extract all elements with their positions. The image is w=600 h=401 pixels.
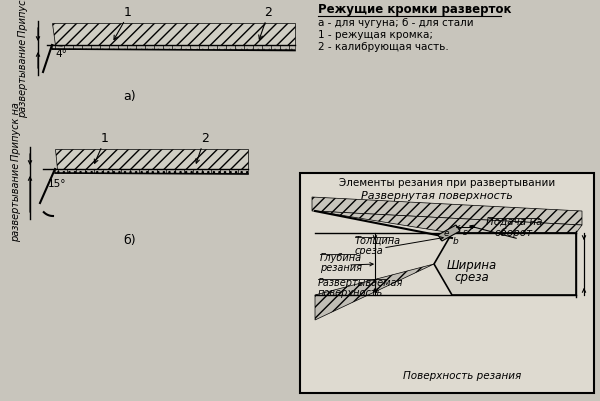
Text: оборот: оборот bbox=[495, 228, 533, 238]
Text: Толщина: Толщина bbox=[355, 236, 401, 246]
Text: s: s bbox=[463, 228, 467, 237]
Text: Припуск на: Припуск на bbox=[11, 102, 21, 161]
Text: среза: среза bbox=[355, 246, 384, 256]
Text: Ширина: Ширина bbox=[447, 259, 497, 272]
Polygon shape bbox=[315, 211, 582, 233]
Text: Подача на: Подача на bbox=[486, 217, 542, 227]
Polygon shape bbox=[55, 149, 248, 169]
Polygon shape bbox=[438, 225, 460, 241]
Bar bbox=[300, 173, 594, 393]
Text: 2: 2 bbox=[264, 6, 272, 19]
Text: Развернутая поверхность: Развернутая поверхность bbox=[361, 191, 513, 201]
Text: Припуск на: Припуск на bbox=[18, 0, 28, 37]
Text: Развертываемая: Развертываемая bbox=[318, 278, 403, 288]
Text: b: b bbox=[453, 237, 459, 246]
Polygon shape bbox=[52, 23, 295, 45]
Polygon shape bbox=[312, 197, 582, 225]
Text: поверхность: поверхность bbox=[318, 288, 383, 298]
Text: 2: 2 bbox=[201, 132, 209, 145]
Text: а): а) bbox=[124, 90, 136, 103]
Text: 2 - калибрующая часть.: 2 - калибрующая часть. bbox=[318, 42, 449, 52]
Text: 1: 1 bbox=[124, 6, 132, 19]
Text: б): б) bbox=[124, 234, 136, 247]
Text: Глубина: Глубина bbox=[320, 253, 362, 263]
Text: среза: среза bbox=[455, 271, 490, 284]
Text: 1 - режущая кромка;: 1 - режущая кромка; bbox=[318, 30, 433, 40]
Text: 4°: 4° bbox=[55, 49, 67, 59]
Text: 15°: 15° bbox=[48, 179, 67, 189]
Text: e: e bbox=[443, 229, 449, 238]
Polygon shape bbox=[55, 169, 248, 173]
Text: развертывание: развертывание bbox=[11, 163, 21, 242]
Polygon shape bbox=[52, 45, 295, 49]
Text: а - для чугуна; б - для стали: а - для чугуна; б - для стали bbox=[318, 18, 473, 28]
Text: 1: 1 bbox=[101, 132, 109, 145]
Text: Элементы резания при развертывании: Элементы резания при развертывании bbox=[339, 178, 555, 188]
Polygon shape bbox=[434, 233, 576, 295]
Text: Поверхность резания: Поверхность резания bbox=[403, 371, 521, 381]
Text: резания: резания bbox=[320, 263, 362, 273]
Text: Режущие кромки разверток: Режущие кромки разверток bbox=[318, 3, 511, 16]
Text: развертывание: развертывание bbox=[18, 39, 28, 118]
Polygon shape bbox=[315, 264, 434, 320]
